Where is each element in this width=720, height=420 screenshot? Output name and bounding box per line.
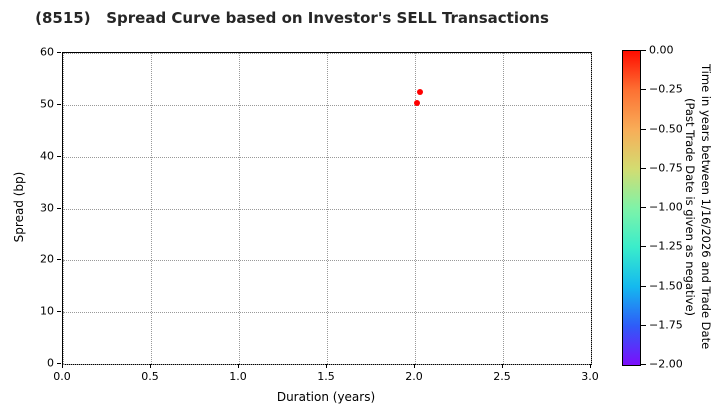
colorbar-tick-label: −0.50 xyxy=(649,122,683,135)
y-tick-label: 0 xyxy=(47,356,54,370)
chart-title: (8515) Spread Curve based on Investor's … xyxy=(35,9,549,27)
y-axis-label: Spread (bp) xyxy=(12,171,26,243)
colorbar-label-line2: (Past Trade Date is given as negative) xyxy=(683,97,697,317)
x-tick-label: 2.0 xyxy=(405,370,423,383)
colorbar-tick-label: −1.00 xyxy=(649,200,683,214)
x-tick-label: 0.0 xyxy=(53,370,71,383)
colorbar-tick-label: −0.75 xyxy=(649,161,683,175)
x-tick-mark xyxy=(326,364,327,368)
gridline-horizontal xyxy=(63,208,591,210)
y-tick-label: 40 xyxy=(40,149,54,163)
colorbar-tick-label: −2.00 xyxy=(649,357,683,371)
colorbar-tick-label: −0.25 xyxy=(649,82,683,96)
colorbar-tick-mark xyxy=(641,128,646,130)
colorbar-tick-mark xyxy=(641,324,646,326)
gridline-horizontal xyxy=(63,104,591,106)
colorbar-tick-mark xyxy=(641,50,646,51)
y-tick-label: 30 xyxy=(40,201,54,214)
x-tick-mark xyxy=(62,364,63,368)
colorbar xyxy=(622,50,641,366)
x-tick-label: 0.5 xyxy=(141,370,159,383)
y-tick-mark xyxy=(57,259,61,261)
colorbar-label-line1: Time in years between 1/16/2026 and Trad… xyxy=(699,64,713,350)
colorbar-axis-label: Time in years between 1/16/2026 and Trad… xyxy=(682,50,714,364)
colorbar-tick-mark xyxy=(641,285,646,287)
colorbar-tick-mark xyxy=(641,167,646,169)
gridline-horizontal xyxy=(63,156,591,158)
x-tick-mark xyxy=(238,364,239,368)
x-tick-label: 1.0 xyxy=(229,370,247,383)
y-tick-mark xyxy=(57,103,61,105)
y-tick-label: 20 xyxy=(40,252,54,266)
scatter-point xyxy=(413,99,420,106)
colorbar-tick-mark xyxy=(641,207,646,208)
gridline-horizontal xyxy=(63,53,591,54)
y-tick-label: 60 xyxy=(40,45,54,59)
colorbar-tick-label: −1.50 xyxy=(649,279,683,292)
x-tick-label: 1.5 xyxy=(317,370,335,383)
gridline-vertical xyxy=(591,53,592,364)
colorbar-tick-mark xyxy=(641,246,646,248)
y-tick-mark xyxy=(57,363,61,364)
y-tick-mark xyxy=(57,52,61,53)
y-tick-mark xyxy=(57,207,61,209)
y-tick-mark xyxy=(57,155,61,157)
scatter-point xyxy=(417,89,424,96)
x-tick-mark xyxy=(590,364,591,368)
colorbar-tick-label: −1.75 xyxy=(649,318,683,332)
y-tick-label: 50 xyxy=(40,97,54,111)
colorbar-tick-mark xyxy=(641,89,646,91)
x-tick-label: 2.5 xyxy=(493,370,511,383)
x-axis-label: Duration (years) xyxy=(276,390,376,404)
x-tick-label: 3.0 xyxy=(581,370,599,383)
gridline-horizontal xyxy=(63,364,591,365)
colorbar-tick-label: 0.00 xyxy=(649,43,674,57)
y-tick-mark xyxy=(57,311,61,313)
y-tick-label: 10 xyxy=(40,304,54,318)
x-tick-mark xyxy=(502,364,503,368)
colorbar-tick-label: −1.25 xyxy=(649,239,683,253)
colorbar-tick-mark xyxy=(641,364,646,365)
x-tick-mark xyxy=(414,364,415,368)
plot-area xyxy=(62,52,592,365)
gridline-horizontal xyxy=(63,260,591,262)
gridline-horizontal xyxy=(63,312,591,314)
x-tick-mark xyxy=(150,364,151,368)
